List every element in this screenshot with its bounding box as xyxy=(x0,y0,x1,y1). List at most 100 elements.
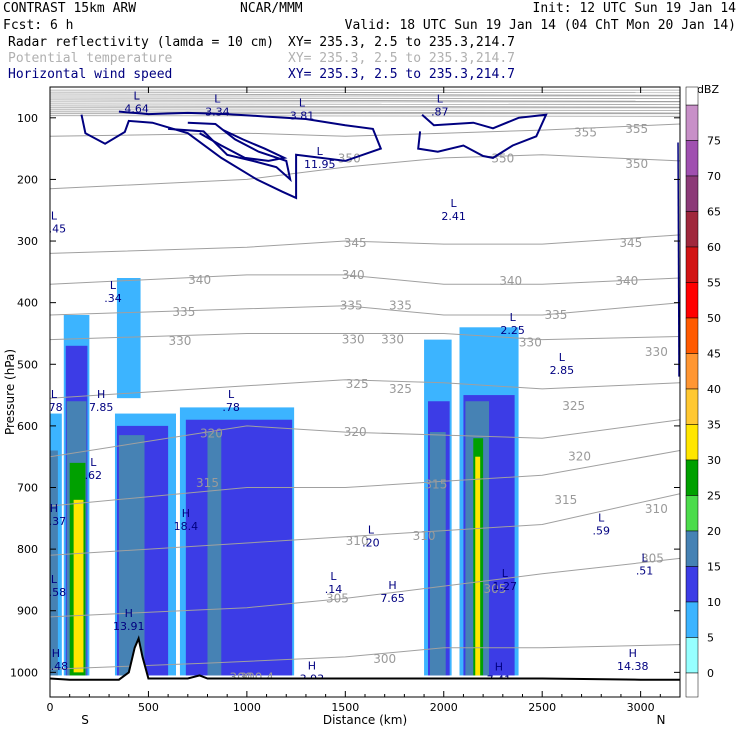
terrain-line xyxy=(50,635,680,681)
wind-extremum-value: .59 xyxy=(593,524,611,537)
colorbar-tick-label: 30 xyxy=(707,454,721,467)
isentrope-label: 335 xyxy=(545,308,568,322)
isentrope-label: 330 xyxy=(381,333,404,347)
wind-extremum-value: .78 xyxy=(222,401,240,414)
reflectivity-cell xyxy=(118,435,145,676)
wind-extremum-value: .78 xyxy=(45,401,63,414)
field-theta-label: Potential temperature xyxy=(8,51,173,66)
colorbar-tick-label: 0 xyxy=(707,667,714,680)
x-tick-label: 2500 xyxy=(528,701,556,714)
wind-extremum-value: 13.91 xyxy=(113,620,145,633)
colorbar-tick-label: 60 xyxy=(707,241,721,254)
wind-extremum-value: 2.37 xyxy=(42,515,67,528)
colorbar-tick-label: 65 xyxy=(707,206,721,219)
colorbar-swatch xyxy=(685,566,699,603)
wind-extremum-type: L xyxy=(228,388,235,401)
stratosphere-isentropes xyxy=(50,89,680,117)
wind-extremum-type: L xyxy=(317,145,324,158)
isentrope-label: 345 xyxy=(619,236,642,250)
isentrope-label: 320 xyxy=(344,425,367,439)
wind-extremum-type: L xyxy=(110,279,117,292)
isentrope-label: 325 xyxy=(346,377,369,391)
terrain-fill xyxy=(50,638,680,697)
y-tick-label: 1000 xyxy=(10,666,38,679)
y-tick-label: 400 xyxy=(17,297,38,310)
isentrope-label: 305 xyxy=(641,551,664,565)
colorbar-swatch xyxy=(685,246,699,283)
reflectivity-cell xyxy=(185,419,293,676)
colorbar-swatch xyxy=(685,282,699,319)
wind-extremum-type: L xyxy=(368,524,375,537)
y-axis-label: Pressure (hPa) xyxy=(3,349,17,435)
isentrope-label: 315 xyxy=(196,476,219,490)
wind-extremum-value: 3.48 xyxy=(44,660,69,673)
isentrope-label: 310 xyxy=(413,529,436,543)
wind-extremum-type: L xyxy=(214,92,221,105)
colorbar-tick-label: 55 xyxy=(707,277,721,290)
isentrope-335 xyxy=(50,302,680,316)
isentrope-label: 340 xyxy=(342,268,365,282)
x-axis-label: Distance (km) xyxy=(323,713,407,727)
field-reflectivity-label: Radar reflectivity (lamda = 10 cm) xyxy=(8,35,274,50)
y-tick-label: 800 xyxy=(17,543,38,556)
reflectivity-cell xyxy=(475,456,481,676)
wind-extremum-type: L xyxy=(51,209,58,222)
isentrope-label: 315 xyxy=(554,493,577,507)
upper-isentrope xyxy=(50,91,680,94)
x-tick-label: 1500 xyxy=(331,701,359,714)
isentrope-label: 320 xyxy=(200,426,223,440)
isentrope-label: 300 xyxy=(373,652,396,666)
header-model: CONTRAST 15km ARW xyxy=(3,1,136,16)
x-tick-label: 3000 xyxy=(627,701,655,714)
field-wind-label: Horizontal wind speed xyxy=(8,67,172,82)
y-tick-label: 100 xyxy=(17,112,38,125)
header-init: Init: 12 UTC Sun 19 Jan 14 xyxy=(533,1,737,16)
isentrope-label: 330 xyxy=(168,334,191,348)
header: CONTRAST 15km ARW NCAR/MMM Init: 12 UTC … xyxy=(3,1,736,82)
colorbar-tick-label: 70 xyxy=(707,170,721,183)
colorbar-tick-label: 15 xyxy=(707,561,721,574)
wind-extremum-value: .20 xyxy=(362,537,380,550)
header-institution: NCAR/MMM xyxy=(240,1,303,16)
x-tick-label: 1000 xyxy=(233,701,261,714)
wind-extremum-type: H xyxy=(388,579,396,592)
wind-extremum-value: .87 xyxy=(431,105,449,118)
colorbar-tick-label: 20 xyxy=(707,525,721,538)
colorbar-swatch xyxy=(685,140,699,177)
isentrope-345 xyxy=(50,234,680,254)
header-forecast: Fcst: 6 h xyxy=(3,18,73,33)
isentrope-340 xyxy=(50,274,680,285)
reflectivity-cell xyxy=(207,432,222,676)
wind-extremum-value: 18.4 xyxy=(174,520,199,533)
isentrope-320 xyxy=(50,419,680,458)
colorbar-swatch xyxy=(685,459,699,496)
colorbar-tick-label: 5 xyxy=(707,632,714,645)
isentrope-label: 350 xyxy=(491,151,514,165)
colorbar-swatch xyxy=(685,175,699,212)
reflectivity-cell xyxy=(429,432,446,676)
colorbar-top-cap xyxy=(685,86,699,106)
terrain-layer xyxy=(50,635,680,697)
wind-contour-edge xyxy=(677,142,680,377)
wind-extremum-type: H xyxy=(182,507,190,520)
wind-extremum-type: L xyxy=(51,388,58,401)
upper-isentrope xyxy=(50,103,680,105)
wind-extremum-value: 4.45 xyxy=(42,222,67,235)
isentrope-label: 320 xyxy=(568,450,591,464)
wind-extremum-type: L xyxy=(330,570,337,583)
isentrope-label: 310 xyxy=(346,534,369,548)
colorbar-swatch xyxy=(685,530,699,567)
wind-extremum-value: 3.34 xyxy=(205,105,230,118)
wind-contour xyxy=(199,129,288,162)
isentrope-330 xyxy=(50,333,680,341)
colorbar-swatch xyxy=(685,104,699,141)
wind-extremum-value: 3.81 xyxy=(290,110,315,123)
wind-extremum-type: L xyxy=(641,551,648,564)
x-tick-label: 500 xyxy=(138,701,159,714)
isentrope-315 xyxy=(50,450,680,507)
isentrope-label: 335 xyxy=(340,299,363,313)
isentrope-label: 325 xyxy=(389,382,412,396)
wind-extremum-type: L xyxy=(299,97,306,110)
